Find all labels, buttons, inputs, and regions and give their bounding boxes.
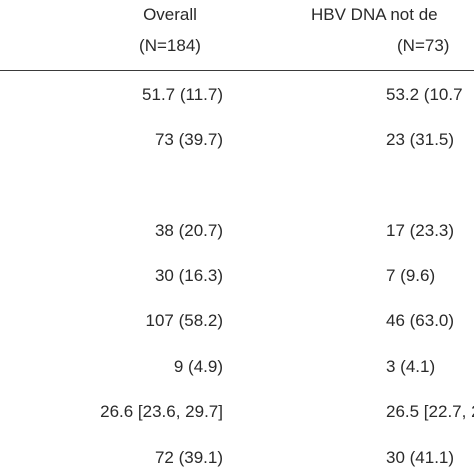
column-header-overall: Overall bbox=[143, 5, 197, 24]
cell-not-detected-row-7: 26.5 [22.7, 2 bbox=[386, 402, 474, 421]
cell-overall-row-2: 73 (39.7) bbox=[154, 130, 223, 149]
cell-not-detected-row-3: 17 (23.3) bbox=[386, 221, 455, 240]
column-header-hbv-dna-not-detected: HBV DNA not de bbox=[311, 5, 438, 24]
cell-not-detected-row-2: 23 (31.5) bbox=[386, 130, 455, 149]
cell-not-detected-row-4: 7 (9.6) bbox=[386, 266, 436, 285]
column-n-hbv-dna-not-detected: (N=73) bbox=[397, 36, 450, 55]
header-divider bbox=[0, 70, 474, 71]
cell-overall-row-1: 51.7 (11.7) bbox=[142, 85, 223, 104]
cell-overall-row-4: 30 (16.3) bbox=[154, 266, 223, 285]
cell-overall-row-6: 9 (4.9) bbox=[173, 357, 223, 376]
cell-not-detected-row-5: 46 (63.0) bbox=[386, 311, 455, 330]
cell-overall-row-5: 107 (58.2) bbox=[145, 311, 224, 330]
cell-overall-row-8: 72 (39.1) bbox=[154, 448, 223, 467]
cell-overall-row-3: 38 (20.7) bbox=[154, 221, 223, 240]
cell-not-detected-row-1: 53.2 (10.7 bbox=[386, 85, 463, 104]
cell-overall-row-7: 26.6 [23.6, 29.7] bbox=[100, 402, 223, 421]
cell-not-detected-row-8: 30 (41.1) bbox=[386, 448, 455, 467]
column-n-overall: (N=184) bbox=[139, 36, 201, 55]
cell-not-detected-row-6: 3 (4.1) bbox=[386, 357, 436, 376]
